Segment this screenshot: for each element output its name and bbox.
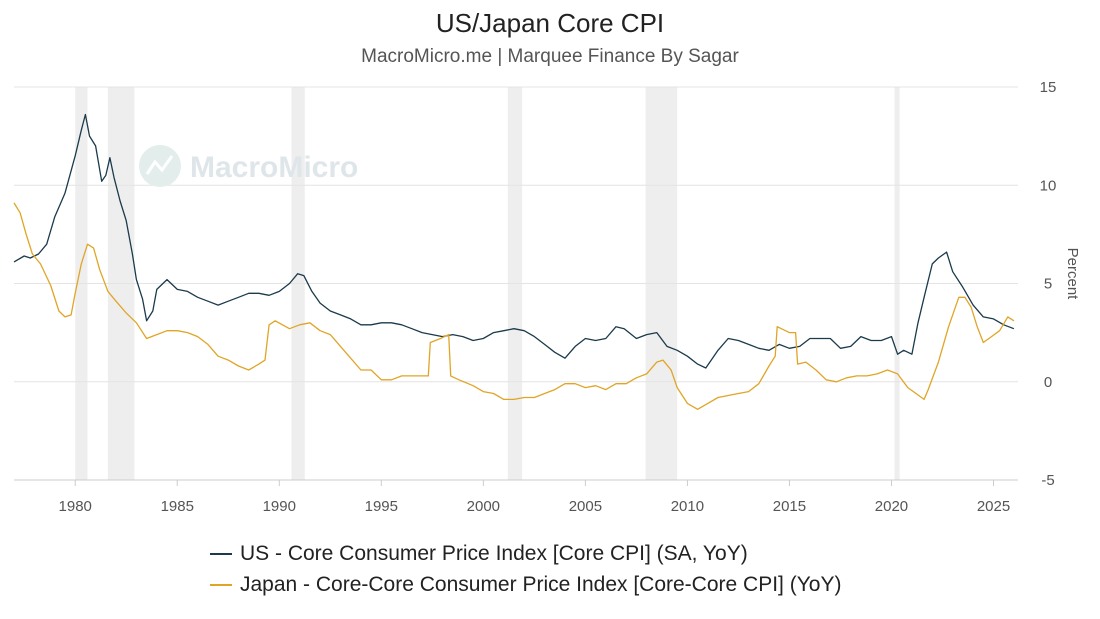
legend-swatch-japan [210,583,232,586]
x-tick-label: 2000 [467,498,500,515]
legend-swatch-us [210,552,232,555]
x-tick-label: 1995 [365,498,398,515]
legend: US - Core Consumer Price Index [Core CPI… [210,538,841,600]
series-lines [13,113,1015,410]
legend-item-japan[interactable]: Japan - Core-Core Consumer Price Index [… [210,569,841,600]
y-axis-label: Percent [1064,248,1081,301]
x-tick-label: 2015 [773,498,806,515]
series-line-japan [13,202,1015,410]
series-line-us [13,113,1015,369]
watermark: MacroMicro [139,145,358,187]
y-tick-label: 0 [1044,374,1052,391]
chart-subtitle: MacroMicro.me | Marquee Finance By Sagar [361,46,739,67]
legend-label-us: US - Core Consumer Price Index [Core CPI… [240,541,748,565]
x-tick-label: 1990 [263,498,296,515]
x-tick-label: 2020 [875,498,908,515]
legend-item-us[interactable]: US - Core Consumer Price Index [Core CPI… [210,538,841,569]
axes: 15 10 5 0 -5 1980 1985 1990 1995 2000 2005 2010 2015… [14,79,1081,515]
x-tick-label: 2010 [671,498,704,515]
x-tick-label: 2005 [569,498,602,515]
y-tick-label: 5 [1044,276,1052,293]
x-tick-label: 1985 [161,498,194,515]
x-tick-label: 1980 [59,498,92,515]
y-tick-label: 10 [1040,177,1057,194]
chart-title: US/Japan Core CPI [435,8,665,38]
x-tick-label: 2025 [977,498,1010,515]
macromicro-logo-icon [139,145,181,187]
legend-label-japan: Japan - Core-Core Consumer Price Index [… [240,572,842,596]
y-tick-label: -5 [1041,472,1054,489]
y-tick-label: 15 [1040,79,1057,96]
watermark-text: MacroMicro [190,151,358,184]
